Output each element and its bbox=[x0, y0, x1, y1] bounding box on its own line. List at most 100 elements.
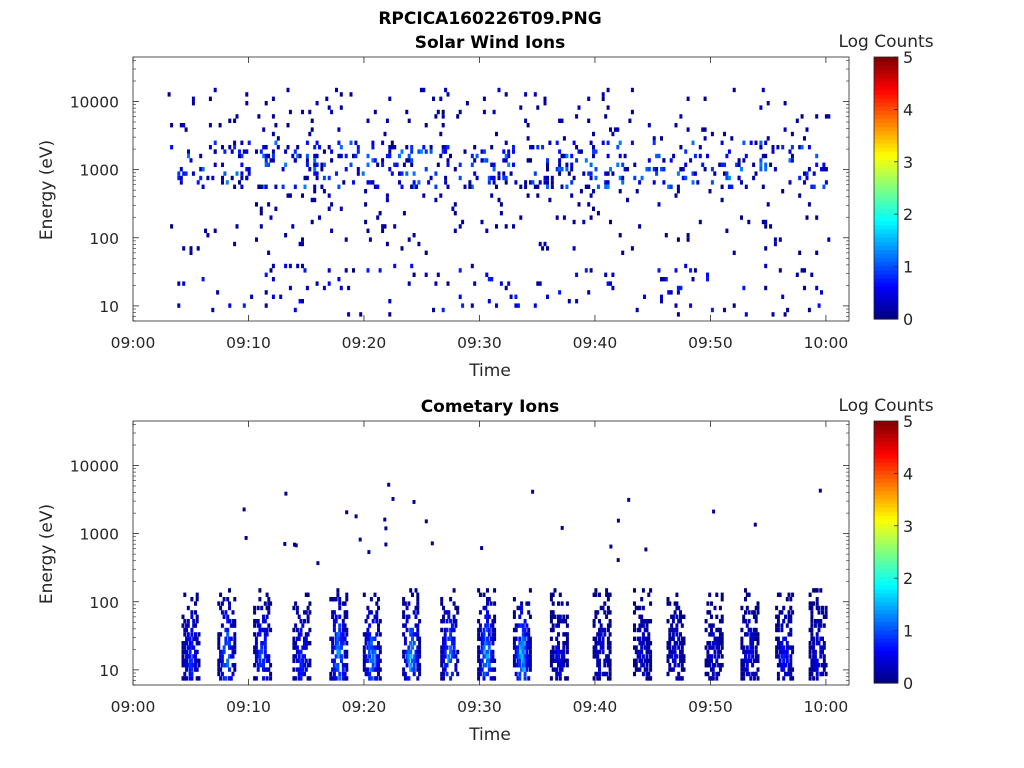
pixel bbox=[334, 636, 338, 641]
pixel bbox=[782, 605, 786, 611]
pixel bbox=[673, 658, 677, 663]
pixel bbox=[810, 272, 814, 277]
pixel bbox=[775, 605, 779, 611]
pixel bbox=[560, 118, 564, 123]
pixel bbox=[616, 518, 620, 523]
pixel bbox=[557, 601, 560, 606]
colorbar-cell bbox=[874, 118, 898, 124]
pixel bbox=[575, 158, 579, 163]
pixel bbox=[412, 671, 416, 677]
pixel bbox=[592, 654, 596, 659]
pixel bbox=[183, 627, 187, 633]
pixel bbox=[473, 145, 477, 150]
plot-frame bbox=[132, 420, 850, 686]
pixel bbox=[676, 184, 680, 189]
pixel bbox=[751, 663, 755, 668]
pixel bbox=[675, 627, 679, 633]
pixel bbox=[710, 632, 713, 637]
pixel bbox=[194, 667, 197, 672]
pixel bbox=[754, 649, 758, 655]
pixel bbox=[334, 667, 338, 672]
pixel bbox=[181, 663, 185, 668]
pixel bbox=[555, 667, 559, 672]
pixel bbox=[334, 676, 338, 681]
pixel bbox=[555, 654, 559, 659]
pixel bbox=[596, 610, 600, 615]
pixel bbox=[613, 127, 617, 132]
pixel bbox=[338, 601, 342, 606]
colorbar-cell bbox=[874, 584, 898, 590]
pixel bbox=[558, 592, 562, 597]
pixel bbox=[334, 597, 338, 602]
pixel bbox=[819, 636, 823, 641]
pixel bbox=[577, 202, 581, 207]
pixel bbox=[322, 285, 326, 291]
pixel bbox=[706, 277, 709, 282]
pixel bbox=[789, 658, 793, 663]
pixel bbox=[742, 676, 746, 681]
pixel bbox=[706, 601, 710, 606]
pixel bbox=[572, 246, 576, 251]
pixel bbox=[378, 619, 382, 624]
colorbar-cell bbox=[874, 265, 898, 271]
pixel bbox=[429, 145, 433, 150]
pixel bbox=[603, 632, 607, 637]
pixel bbox=[788, 180, 792, 185]
pixel bbox=[235, 224, 239, 229]
pixel bbox=[334, 641, 338, 646]
colorbar-cell bbox=[874, 441, 898, 447]
pixel bbox=[708, 663, 712, 668]
pixel bbox=[551, 649, 555, 655]
pixel bbox=[641, 619, 645, 624]
pixel bbox=[345, 597, 349, 602]
pixel bbox=[596, 654, 600, 659]
pixel bbox=[185, 654, 189, 659]
pixel bbox=[486, 614, 489, 619]
pixel bbox=[676, 171, 680, 176]
pixel bbox=[787, 663, 791, 668]
pixel bbox=[783, 127, 787, 132]
pixel bbox=[710, 131, 714, 137]
x-tick-label: 09:30 bbox=[457, 698, 502, 716]
pixel bbox=[679, 614, 682, 619]
pixel bbox=[331, 676, 335, 681]
pixel bbox=[689, 268, 693, 273]
pixel bbox=[812, 645, 816, 650]
pixel bbox=[817, 303, 821, 308]
pixel bbox=[549, 627, 553, 633]
pixel bbox=[621, 175, 625, 181]
pixel bbox=[740, 676, 744, 681]
pixel bbox=[332, 667, 336, 672]
pixel bbox=[296, 263, 300, 269]
pixel bbox=[188, 649, 192, 655]
pixel bbox=[589, 193, 593, 198]
pixel bbox=[668, 601, 672, 606]
pixel bbox=[228, 676, 231, 681]
pixel bbox=[668, 636, 672, 641]
pixel bbox=[527, 627, 531, 633]
pixel bbox=[440, 645, 444, 650]
pixel bbox=[415, 184, 418, 189]
pixel bbox=[449, 627, 453, 633]
pixel bbox=[412, 184, 416, 189]
colorbar-cell bbox=[874, 167, 898, 173]
pixel bbox=[761, 219, 765, 225]
pixel bbox=[240, 175, 244, 181]
pixel bbox=[715, 645, 719, 650]
pixel bbox=[255, 237, 258, 242]
pixel bbox=[298, 299, 302, 304]
pixel bbox=[776, 627, 780, 633]
pixel bbox=[785, 671, 789, 677]
pixel bbox=[633, 671, 636, 677]
pixel bbox=[558, 171, 562, 176]
pixel bbox=[222, 614, 226, 619]
x-tick-label: 09:30 bbox=[457, 334, 502, 352]
pixel bbox=[342, 180, 346, 185]
pixel bbox=[675, 676, 679, 681]
pixel bbox=[482, 632, 486, 637]
pixel bbox=[555, 215, 559, 220]
pixel bbox=[668, 654, 672, 659]
colorbar-cell bbox=[874, 237, 898, 242]
pixel bbox=[752, 610, 756, 615]
pixel bbox=[260, 663, 264, 668]
